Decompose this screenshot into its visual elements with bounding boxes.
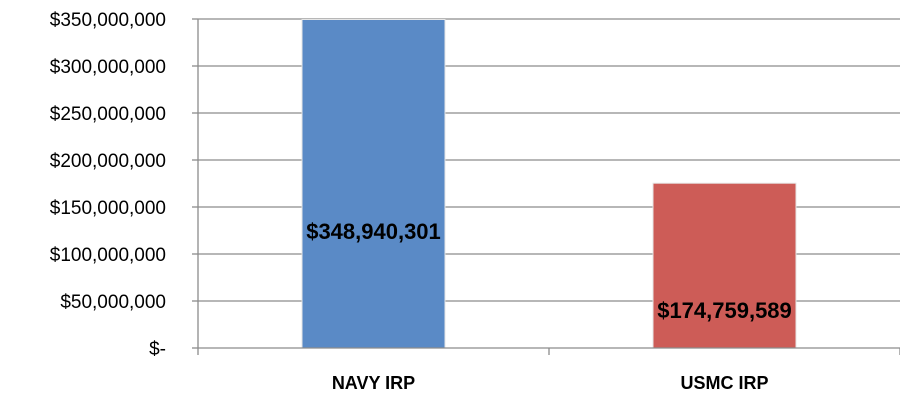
bar-usmc-irp (653, 183, 796, 348)
y-tick-label: $150,000,000 (50, 198, 166, 219)
y-tick-label: $350,000,000 (50, 10, 166, 31)
y-tick-label: $100,000,000 (50, 245, 166, 266)
axes (192, 18, 900, 355)
y-tick-label: $50,000,000 (60, 292, 166, 313)
bars (301, 18, 797, 348)
y-tick-label: $300,000,000 (50, 57, 166, 78)
data-label: $174,759,589 (657, 298, 792, 323)
y-tick-label: $250,000,000 (50, 104, 166, 125)
y-tick-label: $- (149, 339, 166, 360)
bar-navy-irp (302, 19, 445, 348)
y-tick-label: $200,000,000 (50, 151, 166, 172)
labels: $- $50,000,000 $100,000,000 $150,000,000 $20… (50, 10, 792, 393)
data-label: $348,940,301 (306, 219, 441, 244)
x-tick-label: NAVY IRP (332, 373, 415, 393)
x-tick-label: USMC IRP (680, 373, 768, 393)
